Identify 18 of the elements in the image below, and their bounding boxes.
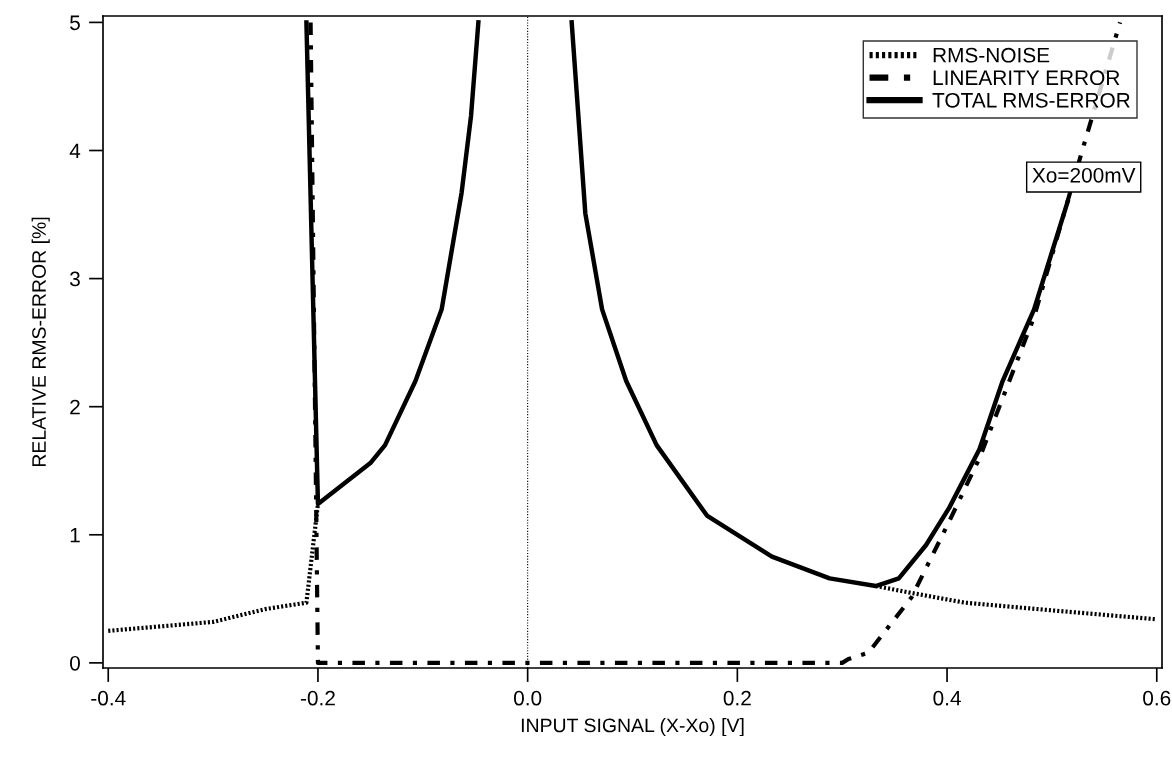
x-tick-label: -0.4 — [91, 690, 126, 706]
x-tick-label: 0.4 — [933, 690, 961, 706]
y-tick-label: 1 — [70, 528, 80, 543]
x-tick-label: 0.2 — [723, 690, 751, 706]
y-tick-label: 5 — [70, 15, 80, 31]
annotation: Xo=200mV — [1032, 167, 1136, 183]
y-tick-label: 0 — [70, 655, 80, 671]
legend-label: LINEARITY ERROR — [933, 70, 1120, 86]
x-tick-label: 0.6 — [1143, 690, 1171, 706]
legend-label: RMS-NOISE — [933, 47, 1050, 63]
x-tick-label: 0.0 — [513, 690, 542, 706]
y-tick-label: 3 — [69, 271, 80, 287]
legend-label: TOTAL RMS-ERROR — [932, 92, 1130, 108]
y-tick-label: 2 — [70, 399, 80, 415]
x-tick-label: -0.2 — [300, 690, 335, 706]
y-axis-title: RELATIVE RMS-ERROR [%] — [31, 217, 50, 467]
x-axis-title: INPUT SIGNAL (X-Xo) [V] — [521, 717, 744, 737]
y-tick-label: 4 — [69, 143, 81, 159]
